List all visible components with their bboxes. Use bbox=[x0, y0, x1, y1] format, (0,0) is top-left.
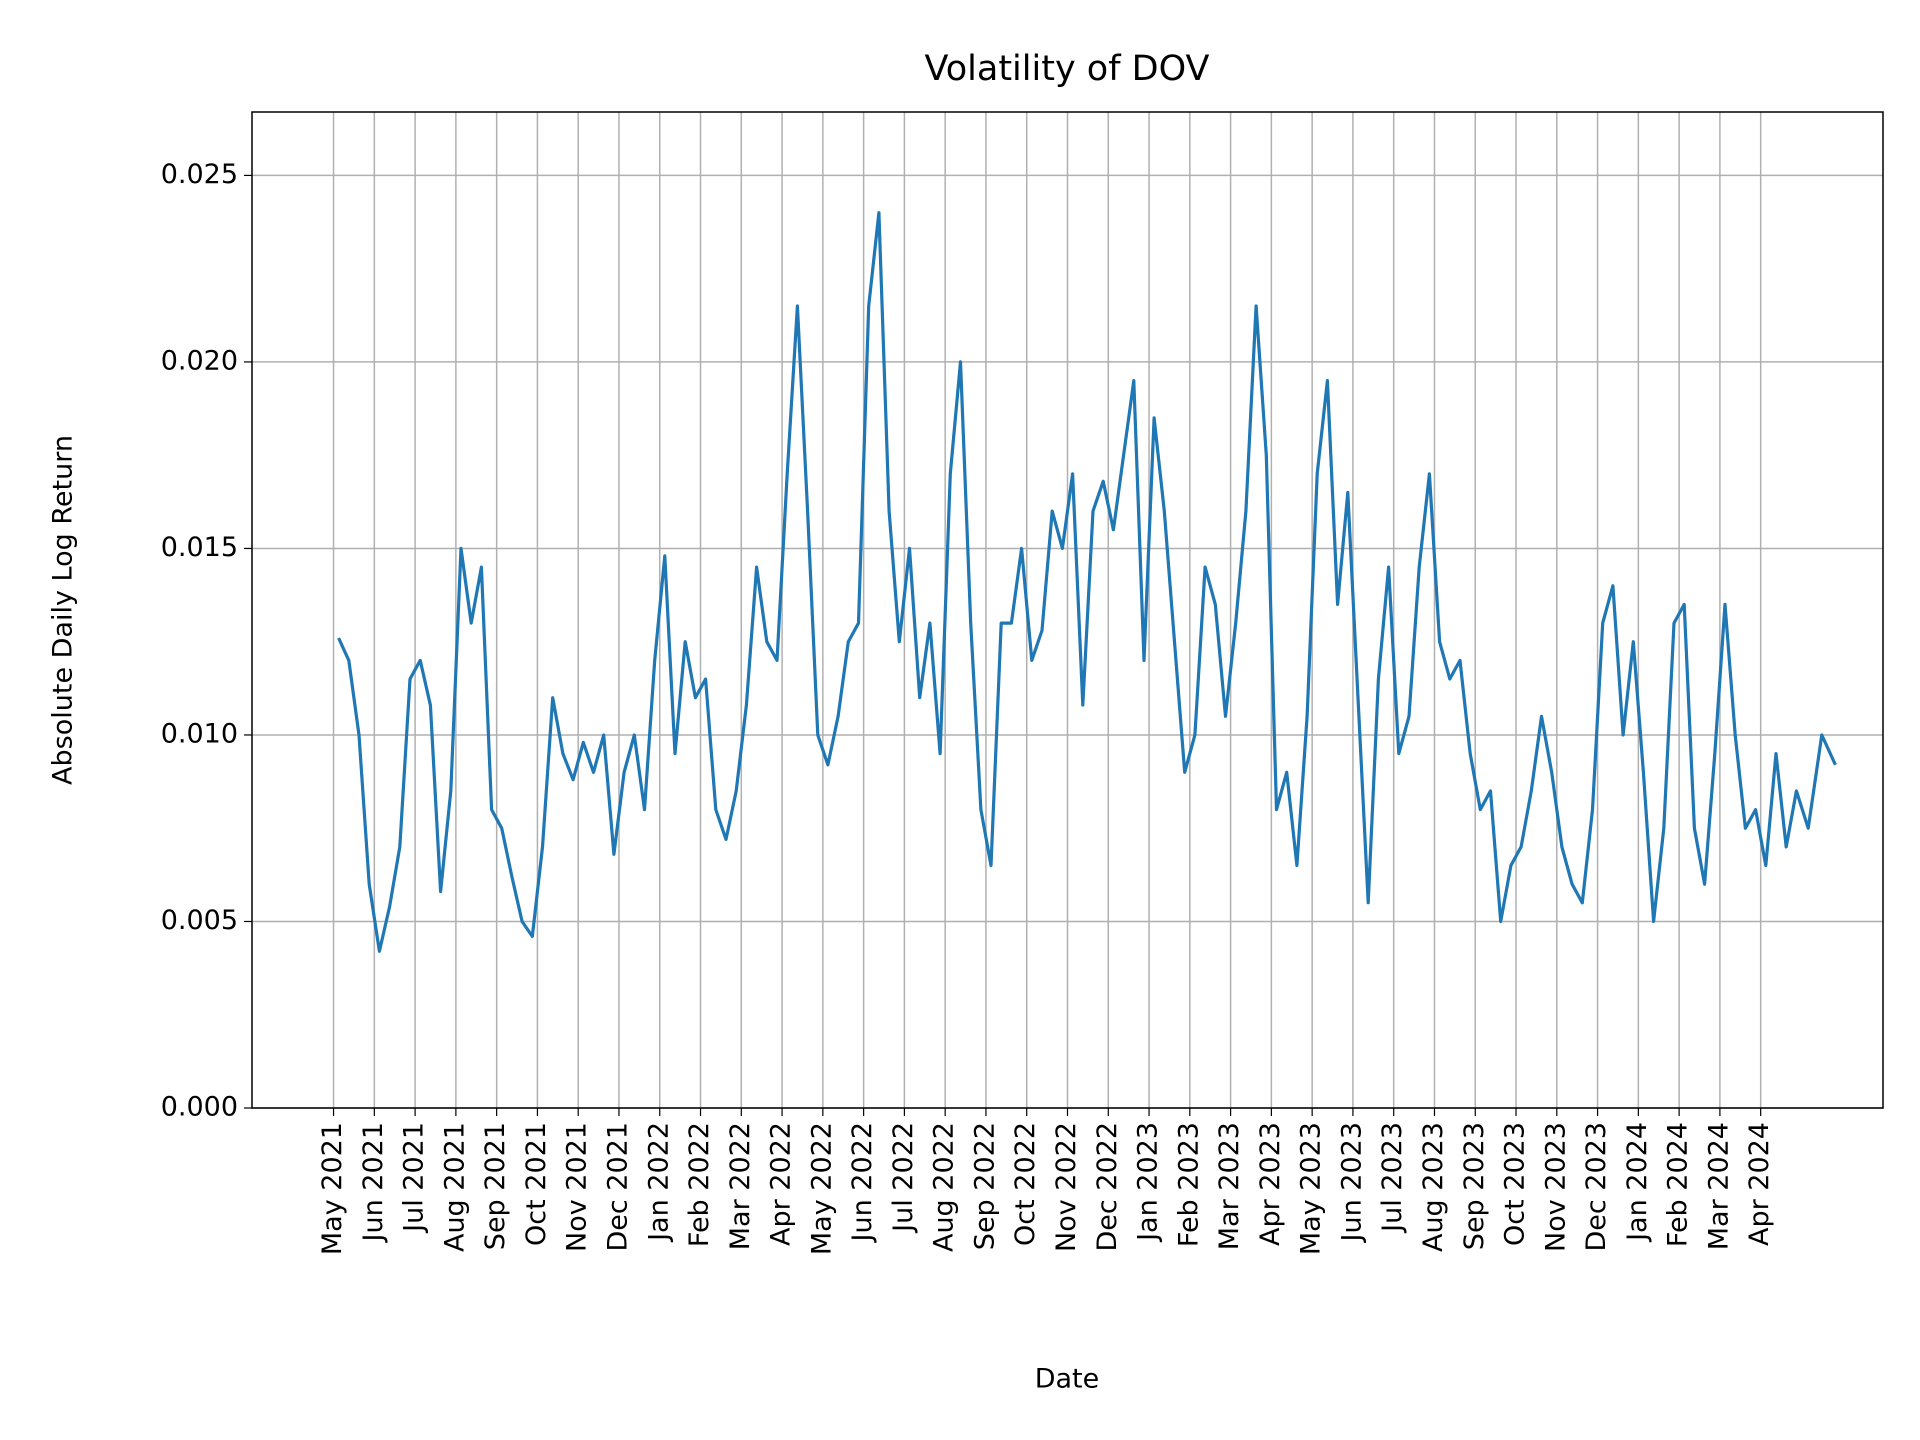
x-tick-label: Oct 2021 bbox=[521, 1122, 552, 1246]
x-tick-label: Nov 2022 bbox=[1051, 1122, 1082, 1252]
x-tick-label: Jul 2022 bbox=[888, 1122, 919, 1234]
x-axis-label: Date bbox=[1035, 1364, 1100, 1395]
x-tick-label: Feb 2023 bbox=[1173, 1122, 1204, 1247]
x-tick-label: Dec 2021 bbox=[602, 1122, 633, 1252]
x-tick-label: May 2023 bbox=[1296, 1122, 1327, 1255]
x-tick-label: Sep 2022 bbox=[969, 1122, 1000, 1250]
y-tick-label: 0.005 bbox=[161, 905, 238, 936]
x-tick-label: Jun 2023 bbox=[1336, 1122, 1367, 1243]
x-tick-label: Aug 2021 bbox=[439, 1122, 470, 1252]
x-tick-label: Aug 2023 bbox=[1418, 1122, 1449, 1252]
x-tick-label: Mar 2023 bbox=[1214, 1122, 1245, 1250]
x-tick-label: Jan 2022 bbox=[643, 1122, 674, 1243]
x-tick-label: May 2021 bbox=[317, 1122, 348, 1255]
x-tick-label: Jun 2022 bbox=[847, 1122, 878, 1243]
x-tick-label: Apr 2024 bbox=[1744, 1122, 1775, 1246]
x-tick-label: Oct 2023 bbox=[1500, 1122, 1531, 1246]
x-tick-label: Mar 2024 bbox=[1703, 1122, 1734, 1250]
x-tick-label: Nov 2023 bbox=[1540, 1122, 1571, 1252]
x-tick-label: Jan 2024 bbox=[1622, 1122, 1653, 1243]
x-tick-label: Nov 2021 bbox=[562, 1122, 593, 1252]
x-tick-label: Oct 2022 bbox=[1010, 1122, 1041, 1246]
x-tick-label: Jul 2021 bbox=[399, 1122, 430, 1234]
y-tick-label: 0.000 bbox=[161, 1092, 238, 1123]
y-tick-label: 0.020 bbox=[161, 345, 238, 376]
chart-title: Volatility of DOV bbox=[925, 49, 1210, 89]
x-tick-label: Sep 2023 bbox=[1459, 1122, 1490, 1250]
y-tick-label: 0.010 bbox=[161, 718, 238, 749]
x-tick-label: Dec 2023 bbox=[1581, 1122, 1612, 1252]
x-tick-label: Feb 2022 bbox=[684, 1122, 715, 1247]
x-tick-label: Dec 2022 bbox=[1092, 1122, 1123, 1252]
y-tick-label: 0.015 bbox=[161, 532, 238, 563]
x-tick-label: Jun 2021 bbox=[358, 1122, 389, 1243]
x-tick-label: Jan 2023 bbox=[1133, 1122, 1164, 1243]
data-line bbox=[337, 211, 1837, 953]
x-tick-label: May 2022 bbox=[806, 1122, 837, 1255]
x-tick-label: Mar 2022 bbox=[725, 1122, 756, 1250]
plot-frame bbox=[251, 111, 1884, 1109]
x-tick-label: Aug 2022 bbox=[929, 1122, 960, 1252]
y-axis-label: Absolute Daily Log Return bbox=[48, 435, 79, 785]
x-tick-label: Sep 2021 bbox=[480, 1122, 511, 1250]
x-tick-label: Jul 2023 bbox=[1377, 1122, 1408, 1234]
x-tick-label: Apr 2023 bbox=[1255, 1122, 1286, 1246]
y-tick-label: 0.025 bbox=[161, 159, 238, 190]
x-tick-label: Feb 2024 bbox=[1663, 1122, 1694, 1247]
x-tick-label: Apr 2022 bbox=[766, 1122, 797, 1246]
